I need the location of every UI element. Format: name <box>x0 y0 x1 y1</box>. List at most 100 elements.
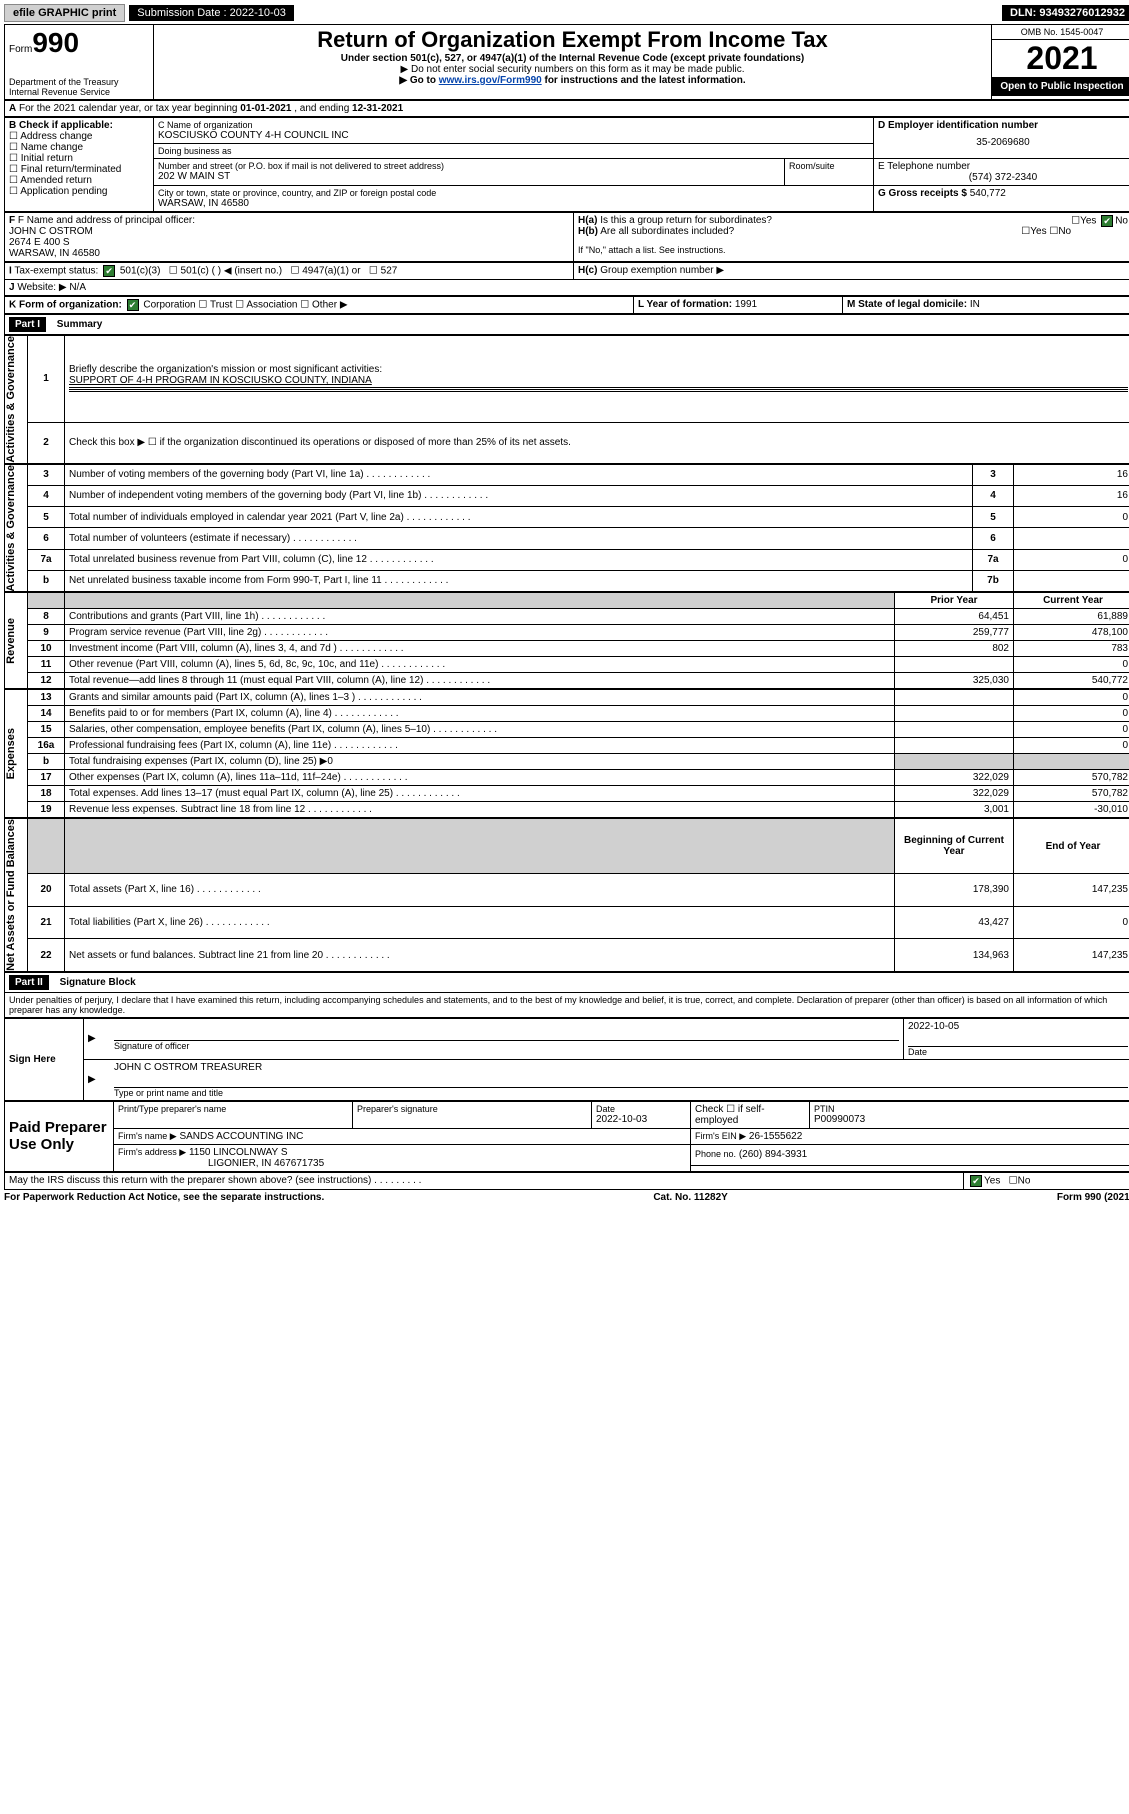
subtitle-1: Under section 501(c), 527, or 4947(a)(1)… <box>158 53 987 64</box>
revenue-table: RevenuePrior YearCurrent Year8Contributi… <box>4 592 1129 689</box>
prior-value: 259,777 <box>895 625 1014 641</box>
paid-preparer: Paid Preparer Use Only <box>5 1101 114 1171</box>
current-value: 478,100 <box>1014 625 1129 641</box>
line-num: 5 <box>28 507 65 528</box>
prior-value: 325,030 <box>895 673 1014 689</box>
line-num: 20 <box>28 874 65 907</box>
officer-name: JOHN C OSTROM <box>9 226 569 237</box>
part-i-table: Activities & Governance 1 Briefly descri… <box>4 335 1129 464</box>
state-domicile: IN <box>970 299 980 310</box>
form-label: Form <box>9 44 32 55</box>
efile-print-button[interactable]: efile GRAPHIC print <box>4 4 125 22</box>
e-label: E Telephone number <box>878 161 1128 172</box>
line-value: 16 <box>1014 464 1129 485</box>
section-b: B Check if applicable: ☐ Address change … <box>5 118 154 212</box>
line-num: 3 <box>28 464 65 485</box>
line-value <box>1014 570 1129 591</box>
firm-ein: 26-1555622 <box>749 1131 802 1142</box>
dept-treasury: Department of the Treasury <box>9 77 149 87</box>
part-i-header: Part I <box>9 317 46 332</box>
line-label: Number of independent voting members of … <box>65 485 973 506</box>
line-value: 0 <box>1014 549 1129 570</box>
footer-right: Form 990 (2021) <box>1057 1192 1129 1203</box>
sig-officer-label: Signature of officer <box>114 1041 899 1051</box>
j-label: Website: ▶ <box>17 282 66 293</box>
f-label: F Name and address of principal officer: <box>18 215 195 226</box>
501c3-check[interactable]: ✔ <box>103 265 115 277</box>
line-num: 9 <box>28 625 65 641</box>
footer-left: For Paperwork Reduction Act Notice, see … <box>4 1192 324 1203</box>
line-label: Number of voting members of the governin… <box>65 464 973 485</box>
line-label: Net unrelated business taxable income fr… <box>65 570 973 591</box>
firm-name: SANDS ACCOUNTING INC <box>179 1131 303 1142</box>
street-label: Number and street (or P.O. box if mail i… <box>158 161 780 171</box>
subtitle-2: ▶ Do not enter social security numbers o… <box>158 64 987 75</box>
footer-mid: Cat. No. 11282Y <box>653 1192 727 1203</box>
l1-label: Briefly describe the organization's miss… <box>69 364 382 375</box>
prior-value: 43,427 <box>895 906 1014 939</box>
form-number: 990 <box>32 27 79 58</box>
open-inspection: Open to Public Inspection <box>992 77 1129 96</box>
irs-link[interactable]: www.irs.gov/Form990 <box>439 75 542 86</box>
firm-phone: (260) 894-3931 <box>739 1149 807 1160</box>
k-label: K Form of organization: <box>9 300 122 311</box>
i-label: Tax-exempt status: <box>14 266 98 277</box>
ha-no-check[interactable]: ✔ <box>1101 215 1113 227</box>
ptin: P00990073 <box>814 1114 1128 1125</box>
dln: DLN: 93493276012932 <box>1002 5 1129 21</box>
line-num: 22 <box>28 939 65 972</box>
omb-number: OMB No. 1545-0047 <box>992 25 1129 40</box>
gross-receipts: 540,772 <box>970 188 1006 199</box>
may-irs-yes[interactable]: ✔ <box>970 1175 982 1187</box>
line-num: 6 <box>28 528 65 549</box>
subtitle-3: ▶ Go to www.irs.gov/Form990 for instruct… <box>158 75 987 86</box>
prior-value: 802 <box>895 641 1014 657</box>
l2: Check this box ▶ ☐ if the organization d… <box>65 422 1129 463</box>
part-i-name: Summary <box>49 319 103 330</box>
line-label: Total unrelated business revenue from Pa… <box>65 549 973 570</box>
current-value: 0 <box>1014 657 1129 673</box>
officer-addr2: WARSAW, IN 46580 <box>9 248 569 259</box>
line-box: 7a <box>973 549 1014 570</box>
line-num: 11 <box>28 657 65 673</box>
prior-value: 178,390 <box>895 874 1014 907</box>
current-value: 540,772 <box>1014 673 1129 689</box>
part-ii-name: Signature Block <box>52 977 136 988</box>
line-label: Other revenue (Part VIII, column (A), li… <box>65 657 895 673</box>
prior-value: 134,963 <box>895 939 1014 972</box>
line-label: Contributions and grants (Part VIII, lin… <box>65 609 895 625</box>
netassets-table: Net Assets or Fund BalancesBeginning of … <box>4 818 1129 972</box>
tax-year: 2021 <box>992 40 1129 77</box>
h-note: If "No," attach a list. See instructions… <box>578 245 725 255</box>
officer-addr1: 2674 E 400 S <box>9 237 569 248</box>
hb-label: Are all subordinates included? <box>600 226 734 237</box>
line-num: b <box>28 570 65 591</box>
expenses-table: Expenses13Grants and similar amounts pai… <box>4 689 1129 818</box>
side-act-gov: Activities & Governance <box>5 336 17 463</box>
corp-check[interactable]: ✔ <box>127 299 139 311</box>
current-value: 61,889 <box>1014 609 1129 625</box>
mission-text: SUPPORT OF 4-H PROGRAM IN KOSCIUSKO COUN… <box>69 375 372 386</box>
line-box: 4 <box>973 485 1014 506</box>
pp-date: 2022-10-03 <box>596 1114 686 1125</box>
c-name-label: C Name of organization <box>158 120 869 130</box>
line-num: 8 <box>28 609 65 625</box>
current-value: 147,235 <box>1014 874 1129 907</box>
sign-here: Sign Here <box>5 1018 84 1100</box>
year-formation: 1991 <box>735 299 757 310</box>
line-value <box>1014 528 1129 549</box>
d-label: D Employer identification number <box>878 120 1128 131</box>
city-label: City or town, state or province, country… <box>158 188 869 198</box>
sig-date: 2022-10-05 <box>908 1021 1128 1032</box>
line-value: 16 <box>1014 485 1129 506</box>
line-num: 12 <box>28 673 65 689</box>
ein: 35-2069680 <box>878 137 1128 148</box>
form-header: Form990 Department of the Treasury Inter… <box>4 24 1129 100</box>
line-num: 7a <box>28 549 65 570</box>
line-box: 3 <box>973 464 1014 485</box>
city: WARSAW, IN 46580 <box>158 198 869 209</box>
line-box: 5 <box>973 507 1014 528</box>
line-a: A For the 2021 calendar year, or tax yea… <box>5 101 1129 117</box>
line-box: 6 <box>973 528 1014 549</box>
ha-label: Is this a group return for subordinates? <box>600 215 772 226</box>
